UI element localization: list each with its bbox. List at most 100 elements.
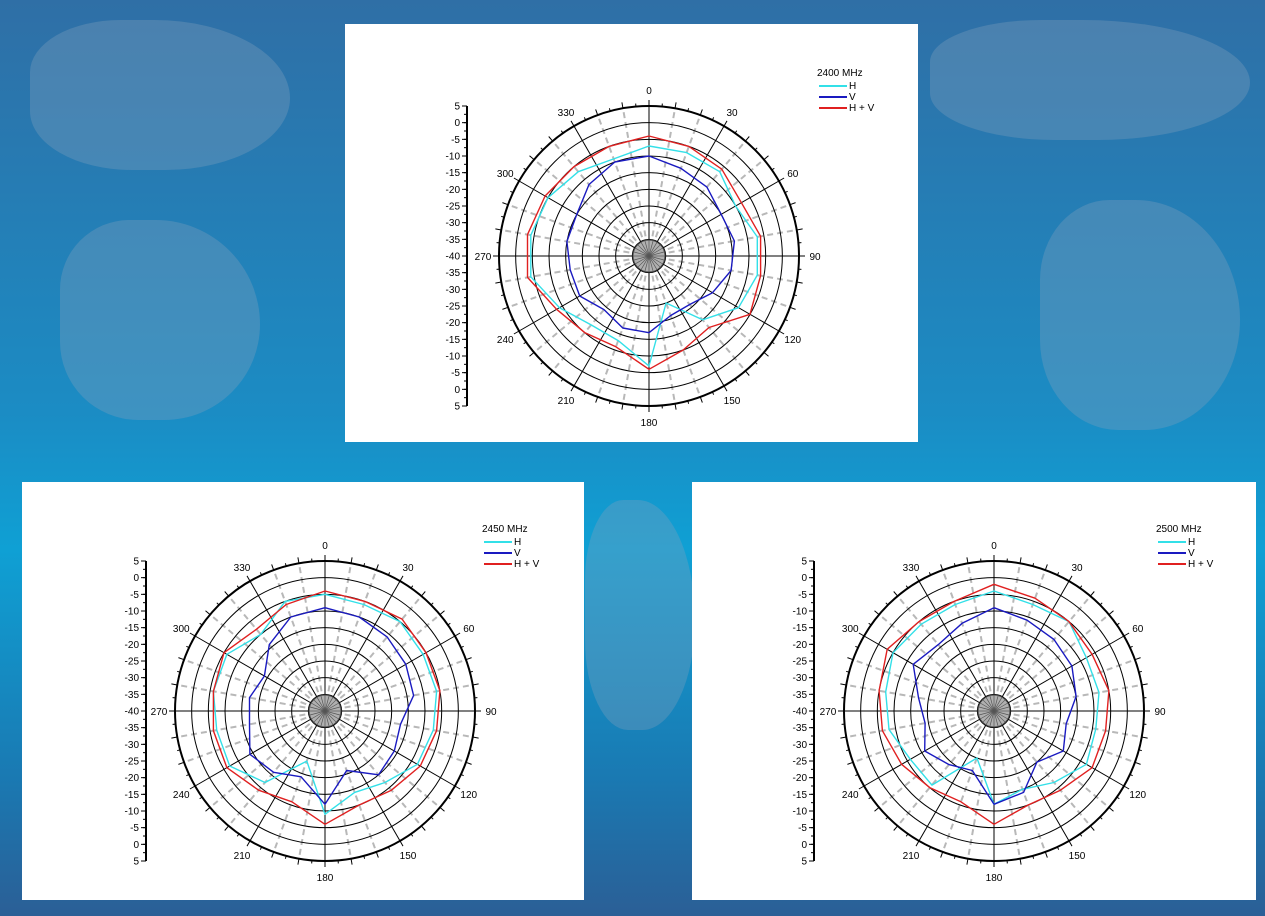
outer-tick xyxy=(439,610,445,615)
outer-tick xyxy=(858,632,865,637)
grid-ring xyxy=(241,627,409,795)
grid-spoke xyxy=(878,613,995,712)
series-line-hplusv xyxy=(526,135,762,370)
outer-tick xyxy=(259,846,263,850)
outer-tick xyxy=(410,833,414,837)
grid-ring xyxy=(860,577,1128,845)
radial-axis: 5 0 -5 -10 -15 -20 -25 -30 -35 -40 -35 -30 -25 -20 -15… xyxy=(793,557,815,868)
map-landmass xyxy=(30,20,290,170)
grid-spoke xyxy=(324,563,353,712)
hub-spoke xyxy=(979,710,995,720)
outer-tick xyxy=(472,683,479,686)
outer-tick xyxy=(1068,575,1073,582)
hub-spoke xyxy=(320,710,326,727)
hub-spoke xyxy=(993,710,1010,716)
hub-spoke xyxy=(993,710,1003,726)
grid-spoke xyxy=(993,569,1047,712)
outer-tick xyxy=(796,228,803,231)
outer-tick xyxy=(363,855,366,859)
radial-tick-label: 5 xyxy=(133,557,139,568)
outer-tick xyxy=(350,858,353,865)
outer-tick xyxy=(236,585,240,589)
hub-spoke xyxy=(648,255,664,265)
grid-spoke xyxy=(183,710,326,764)
angle-label: 240 xyxy=(497,335,514,346)
angle-label: 330 xyxy=(234,563,251,574)
polar-chart-2450: 0 30 60 90 120 150 180 210 240 270 300 330 5 0 -5 -10 -1… xyxy=(125,524,540,884)
angle-label: 60 xyxy=(463,624,475,635)
grid-spoke xyxy=(501,255,650,284)
outer-tick xyxy=(1044,851,1048,858)
grid-spoke xyxy=(993,710,1047,853)
outer-tick xyxy=(529,352,535,357)
grid-ring xyxy=(876,593,1112,829)
series-line-hplusv xyxy=(878,583,1110,825)
outer-tick xyxy=(928,572,932,576)
grid-spoke xyxy=(518,180,650,257)
grid-spoke xyxy=(648,108,677,257)
outer-tick xyxy=(789,306,796,310)
outer-tick xyxy=(224,825,229,831)
hub-spoke xyxy=(978,710,995,716)
outer-tick xyxy=(178,761,185,765)
grid-spoke xyxy=(852,710,995,764)
grid-spoke xyxy=(993,613,1110,712)
grid-spoke xyxy=(533,255,650,354)
legend-entry: H + V xyxy=(1188,559,1214,570)
outer-tick xyxy=(460,773,464,777)
outer-tick xyxy=(439,807,445,812)
angle-label: 60 xyxy=(1132,624,1144,635)
radial-tick-label: -5 xyxy=(130,590,139,601)
radial-tick-label: -5 xyxy=(130,823,139,834)
radial-tick-label: -40 xyxy=(793,707,808,718)
hub-spoke xyxy=(648,255,665,261)
hub-spoke xyxy=(324,710,337,723)
hub-spoke xyxy=(309,706,326,712)
outer-tick xyxy=(469,670,473,673)
angle-label: 60 xyxy=(787,169,799,180)
angle-label: 330 xyxy=(558,108,575,119)
outer-tick xyxy=(847,761,854,765)
outer-tick xyxy=(868,796,872,800)
outer-tick xyxy=(754,361,758,365)
outer-tick xyxy=(846,749,850,752)
chart-panel-2400: 0 30 60 90 120 150 180 210 240 270 300 330 5 0 -5 -10 -1… xyxy=(345,24,918,442)
grid-spoke xyxy=(324,569,378,712)
hub-spoke xyxy=(985,710,995,726)
grid-spoke xyxy=(324,710,441,809)
outer-tick xyxy=(953,855,956,859)
outer-tick xyxy=(745,136,750,142)
radial-tick-label: -35 xyxy=(793,690,808,701)
angle-label: 300 xyxy=(842,624,859,635)
radial-tick-label: -30 xyxy=(125,673,140,684)
grid-spoke xyxy=(194,710,326,787)
angle-label: 30 xyxy=(402,563,414,574)
polar-chart-2400: 0 30 60 90 120 150 180 210 240 270 300 330 5 0 -5 -10 -1… xyxy=(446,68,875,429)
grid-spoke xyxy=(993,710,1125,787)
chart-panel-2450: 0 30 60 90 120 150 180 210 240 270 300 330 5 0 -5 -10 -1… xyxy=(22,482,584,900)
radial-tick-label: -35 xyxy=(446,268,461,279)
radial-tick-label: -10 xyxy=(125,607,140,618)
outer-tick xyxy=(548,136,553,142)
hub-spoke xyxy=(648,240,654,257)
radial-tick-label: -30 xyxy=(793,673,808,684)
radial-tick-label: -25 xyxy=(446,302,461,313)
radial-tick-label: -25 xyxy=(446,202,461,213)
outer-tick xyxy=(915,575,920,582)
outer-tick xyxy=(284,563,287,567)
outer-tick xyxy=(905,833,909,837)
grid-ring xyxy=(291,677,359,745)
outer-tick xyxy=(1019,557,1022,564)
outer-tick xyxy=(189,632,196,637)
hub-spoke xyxy=(989,695,995,712)
outer-tick xyxy=(771,167,775,171)
outer-tick xyxy=(885,602,889,606)
grid-ring xyxy=(191,577,459,845)
angle-label: 90 xyxy=(809,252,821,263)
outer-tick xyxy=(540,361,544,365)
legend-entry: H xyxy=(1188,537,1195,548)
outer-tick xyxy=(1134,761,1141,765)
grid-spoke xyxy=(324,658,467,712)
outer-tick xyxy=(375,564,379,571)
grid-spoke xyxy=(507,255,650,309)
